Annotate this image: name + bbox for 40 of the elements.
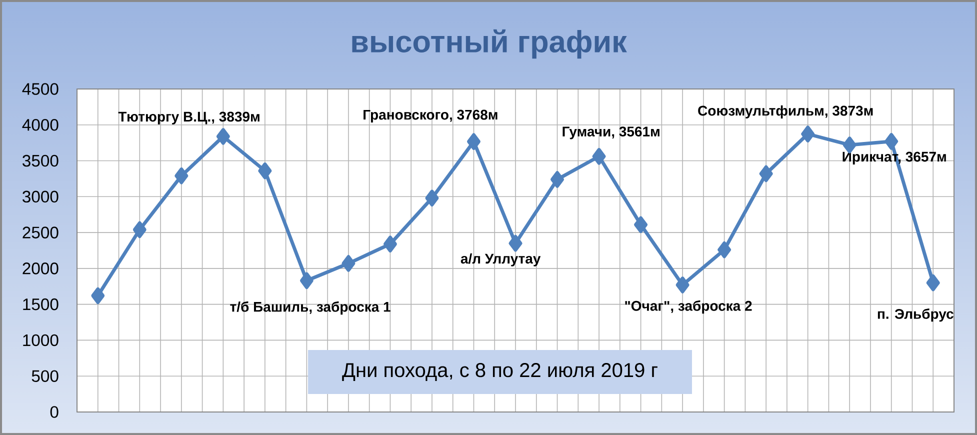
point: [300, 272, 314, 290]
y-tick-label: 2000: [22, 262, 58, 274]
annotation: Гумачи, 3561м: [562, 126, 660, 140]
y-tick-label: 500: [32, 370, 58, 382]
point: [592, 148, 606, 165]
point: [759, 165, 773, 182]
point: [216, 128, 230, 145]
point: [801, 126, 815, 142]
y-tick-label: 3500: [22, 154, 58, 167]
point: [258, 162, 272, 180]
annotation: Союзмультфильм, 3873м: [698, 105, 873, 118]
point: [508, 234, 522, 252]
annotation: а/л Уллутау: [460, 253, 541, 266]
point: [634, 216, 648, 234]
point: [132, 221, 146, 238]
annotation: т/б Башиль, заброска 1: [230, 301, 390, 315]
y-tick-label: 4000: [22, 118, 58, 131]
point: [550, 171, 564, 188]
point: [884, 132, 898, 150]
y-tick-label: 2500: [22, 226, 58, 238]
y-tick-label: 1000: [23, 334, 58, 346]
y-tick-label: 3000: [22, 190, 58, 203]
y-tick-label: 4500: [22, 83, 58, 95]
point: [174, 167, 188, 184]
annotation: Грановского, 3768м: [364, 110, 498, 122]
annotation: Тютюргу В.Ц., 3839м: [118, 112, 260, 124]
annotation: "Очаг", заброска 2: [625, 300, 752, 314]
x-axis-title: Дни похода, с 8 по 22 июля 2019 г: [342, 363, 658, 381]
y-tick-label: 0: [50, 406, 58, 418]
point: [676, 276, 690, 294]
point: [425, 190, 439, 206]
point: [718, 241, 732, 258]
point: [342, 255, 356, 272]
point: [467, 133, 480, 150]
chart-title: высотный график: [352, 29, 627, 59]
annotation: п. Эльбрус: [878, 308, 954, 322]
point: [91, 287, 105, 304]
point: [383, 236, 397, 252]
y-tick-label: 1500: [23, 298, 58, 310]
point: [926, 274, 940, 292]
